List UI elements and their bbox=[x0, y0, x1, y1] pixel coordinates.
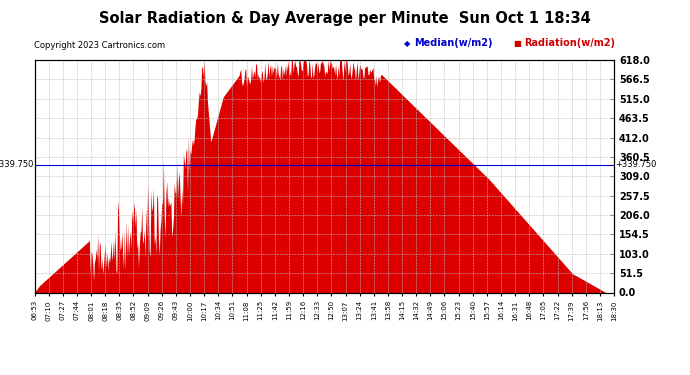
Text: Solar Radiation & Day Average per Minute  Sun Oct 1 18:34: Solar Radiation & Day Average per Minute… bbox=[99, 11, 591, 26]
Text: +339.750: +339.750 bbox=[0, 160, 34, 169]
Text: +339.750: +339.750 bbox=[615, 160, 656, 169]
Text: ■: ■ bbox=[513, 39, 521, 48]
Text: Copyright 2023 Cartronics.com: Copyright 2023 Cartronics.com bbox=[34, 41, 166, 50]
Text: Median(w/m2): Median(w/m2) bbox=[414, 38, 493, 48]
Text: ◆: ◆ bbox=[404, 39, 411, 48]
Text: Radiation(w/m2): Radiation(w/m2) bbox=[524, 38, 615, 48]
